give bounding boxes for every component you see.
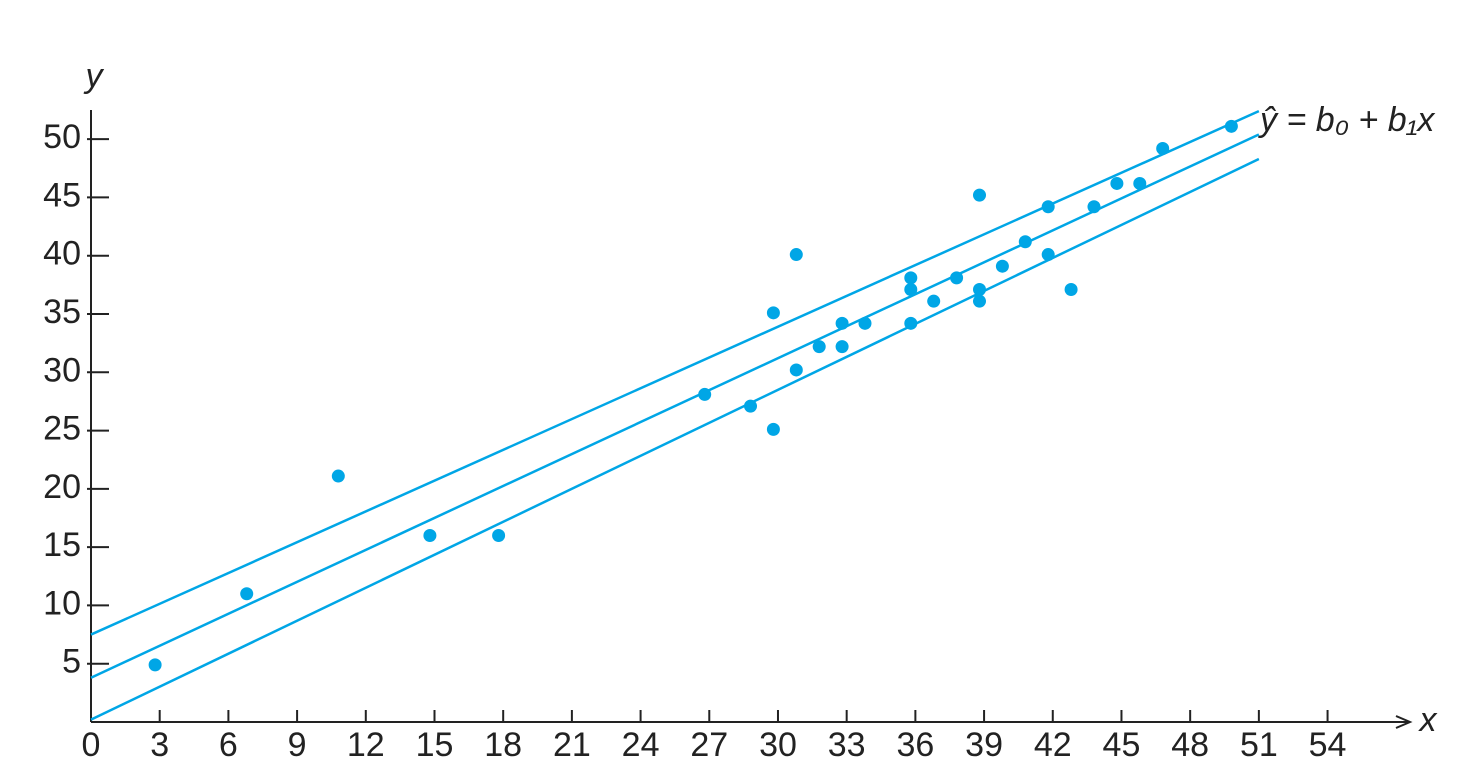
data-point bbox=[995, 259, 1009, 273]
data-point bbox=[240, 587, 254, 601]
data-point bbox=[835, 316, 849, 330]
data-point bbox=[1224, 119, 1238, 133]
regression-line bbox=[90, 133, 1260, 679]
x-tick-label: 39 bbox=[965, 726, 1003, 764]
data-point bbox=[492, 528, 506, 542]
data-point bbox=[972, 294, 986, 308]
data-point bbox=[972, 188, 986, 202]
x-tick-label: 21 bbox=[553, 726, 591, 764]
data-point bbox=[1018, 235, 1032, 249]
data-point bbox=[331, 469, 345, 483]
x-tick-label: 45 bbox=[1103, 726, 1141, 764]
data-point bbox=[766, 422, 780, 436]
x-tick-label: 36 bbox=[896, 726, 934, 764]
data-point bbox=[835, 340, 849, 354]
x-tick-label: 24 bbox=[622, 726, 660, 764]
regression-line bbox=[90, 110, 1260, 636]
data-point bbox=[1133, 176, 1147, 190]
equation-annotation: ŷ = b₀ + b₁x bbox=[1258, 101, 1435, 139]
data-point bbox=[1110, 176, 1124, 190]
data-point bbox=[423, 528, 437, 542]
x-axis-arrow bbox=[1395, 715, 1413, 729]
data-point bbox=[950, 271, 964, 285]
data-point bbox=[1041, 200, 1055, 214]
x-tick-label: 6 bbox=[219, 726, 238, 764]
data-point bbox=[698, 387, 712, 401]
y-tick-label: 45 bbox=[43, 176, 81, 214]
data-point bbox=[766, 306, 780, 320]
data-point bbox=[1041, 248, 1055, 262]
data-point bbox=[927, 294, 941, 308]
x-tick-label: 42 bbox=[1034, 726, 1072, 764]
x-tick-label: 3 bbox=[150, 726, 169, 764]
y-tick-label: 50 bbox=[43, 118, 81, 156]
y-tick-label: 35 bbox=[43, 293, 81, 331]
y-axis-label: y bbox=[84, 57, 105, 95]
x-tick-label: 48 bbox=[1171, 726, 1209, 764]
data-point bbox=[1064, 283, 1078, 297]
data-point bbox=[789, 248, 803, 262]
data-point bbox=[812, 340, 826, 354]
x-tick-label: 18 bbox=[484, 726, 522, 764]
y-tick-label: 10 bbox=[43, 584, 81, 622]
y-tick-label: 30 bbox=[43, 351, 81, 389]
x-tick-label: 9 bbox=[288, 726, 307, 764]
data-point bbox=[148, 658, 162, 672]
x-tick-label: 12 bbox=[347, 726, 385, 764]
y-tick-label: 20 bbox=[43, 468, 81, 506]
data-point bbox=[1156, 141, 1170, 155]
x-axis-label: x bbox=[1418, 701, 1438, 739]
x-tick-label: 30 bbox=[759, 726, 797, 764]
x-tick-label: 27 bbox=[690, 726, 728, 764]
data-point bbox=[1087, 200, 1101, 214]
y-tick-label: 25 bbox=[43, 410, 81, 448]
data-point bbox=[904, 271, 918, 285]
data-point bbox=[904, 316, 918, 330]
data-point bbox=[858, 316, 872, 330]
data-point bbox=[744, 399, 757, 413]
data-point bbox=[789, 363, 803, 377]
x-tick-label: 33 bbox=[828, 726, 866, 764]
data-point bbox=[972, 283, 986, 297]
x-tick-label: 15 bbox=[416, 726, 454, 764]
x-tick-label: 54 bbox=[1309, 726, 1347, 764]
y-tick-label: 5 bbox=[62, 643, 81, 681]
regression-line bbox=[90, 157, 1260, 721]
x-tick-label: 0 bbox=[82, 726, 101, 764]
y-tick-label: 15 bbox=[43, 526, 81, 564]
x-tick-label: 51 bbox=[1240, 726, 1278, 764]
data-point bbox=[904, 283, 918, 297]
y-tick-label: 40 bbox=[43, 235, 81, 273]
